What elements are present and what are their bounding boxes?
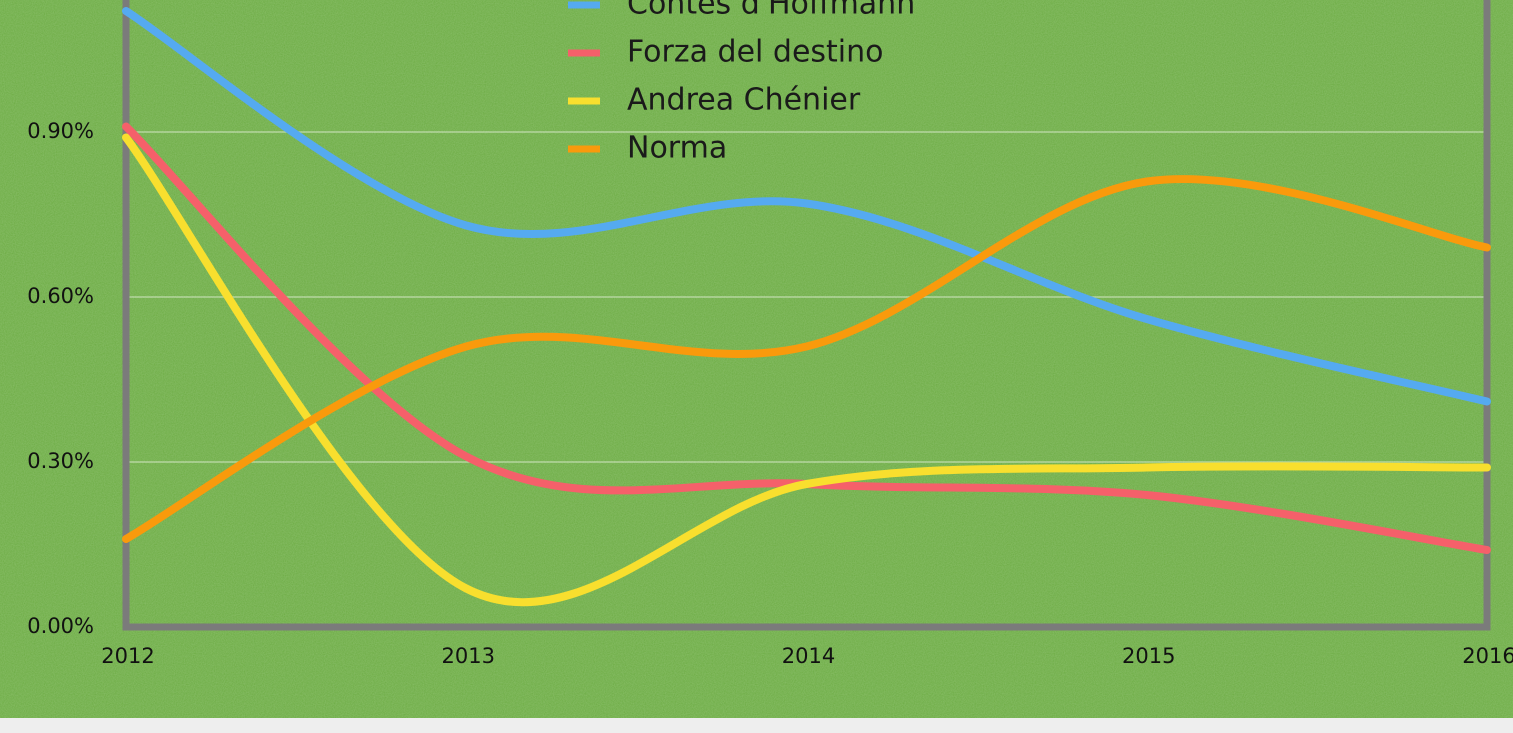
legend-label: Andrea Chénier: [627, 83, 861, 118]
legend-label: Contes d'Hoffmann: [627, 0, 915, 22]
y-tick-label: 0.30%: [27, 449, 94, 473]
x-tick-label: 2014: [782, 644, 835, 668]
legend-label: Norma: [627, 131, 727, 166]
plot-frame: [122, 0, 1491, 631]
series-line: [122, 7, 1491, 406]
background: [0, 0, 1513, 718]
series-line: [122, 175, 1491, 543]
series-line: [122, 122, 1491, 554]
x-tick-label: 2015: [1122, 644, 1175, 668]
x-tick-label: 2013: [442, 644, 495, 668]
legend-label: Forza del destino: [627, 35, 884, 70]
y-tick-label: 0.60%: [27, 284, 94, 308]
y-tick-label: 0.90%: [27, 119, 94, 143]
series-line: [122, 133, 1491, 606]
x-tick-label: 2012: [101, 644, 154, 668]
x-tick-label: 2016: [1462, 644, 1513, 668]
y-tick-label: 0.00%: [27, 614, 94, 638]
